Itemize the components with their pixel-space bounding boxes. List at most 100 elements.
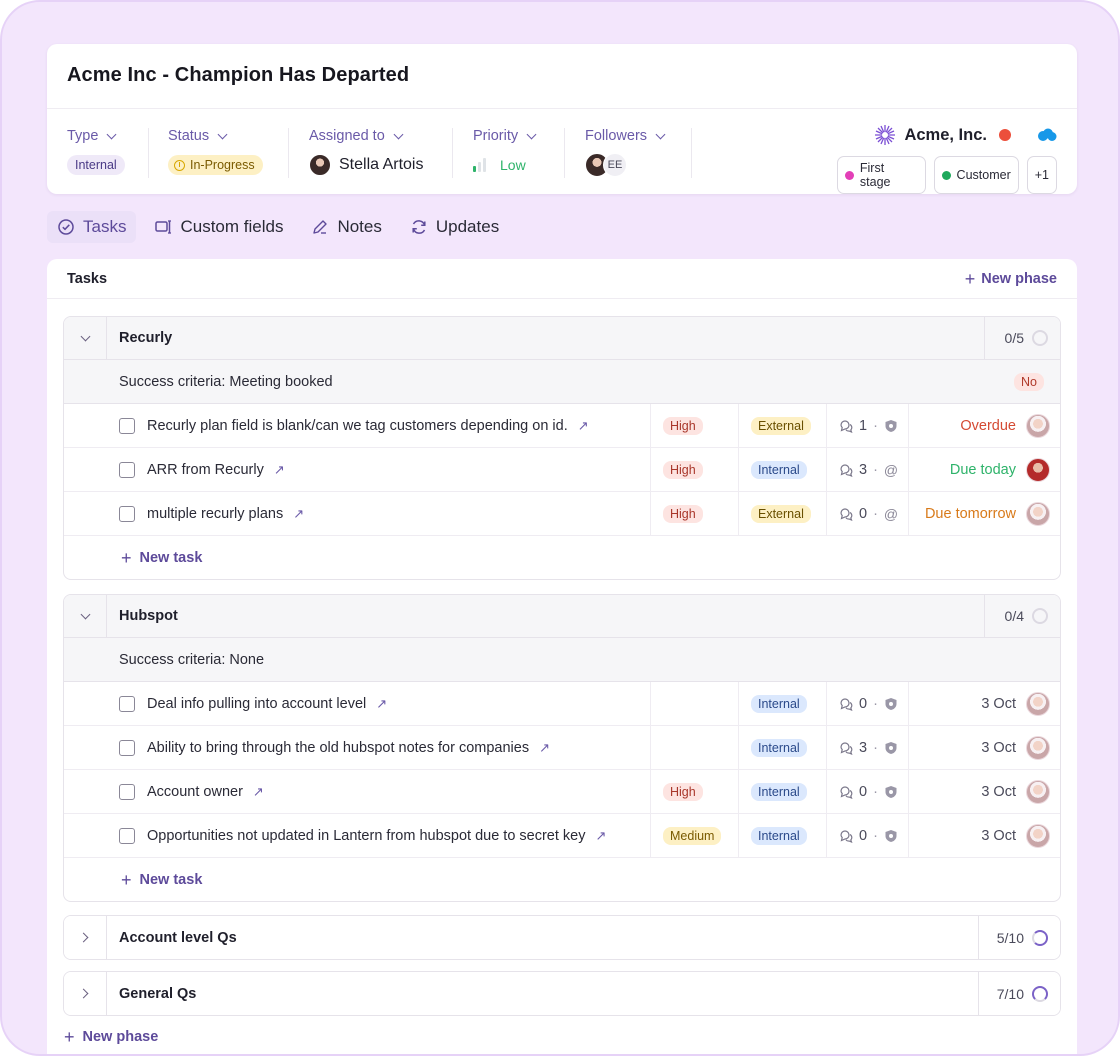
in-progress-icon — [174, 159, 185, 171]
priority-label[interactable]: Priority — [473, 128, 537, 144]
open-external-icon[interactable]: ↗ — [293, 505, 305, 521]
tab-tasks[interactable]: Tasks — [47, 211, 137, 243]
task-assignee-avatar[interactable] — [1026, 502, 1050, 526]
task-row[interactable]: Opportunities not updated in Lantern fro… — [64, 814, 1060, 858]
new-phase-button[interactable]: + New phase — [964, 268, 1057, 289]
task-row[interactable]: Deal info pulling into account level ↗ In… — [64, 682, 1060, 726]
shield-icon — [885, 786, 897, 798]
priority-badge[interactable]: High — [663, 417, 703, 435]
task-row[interactable]: Recurly plan field is blank/can we tag c… — [64, 404, 1060, 448]
priority-badge[interactable]: High — [663, 505, 703, 523]
due-date[interactable]: Overdue — [960, 418, 1016, 434]
due-date[interactable]: 3 Oct — [981, 784, 1016, 800]
comment-count: 1 — [859, 418, 868, 434]
priority-badge[interactable]: Medium — [663, 827, 722, 845]
new-task-button[interactable]: + New task — [121, 547, 203, 568]
task-assignee-avatar[interactable] — [1026, 824, 1050, 848]
at-icon: @ — [883, 506, 899, 522]
open-external-icon[interactable]: ↗ — [273, 461, 285, 477]
open-external-icon[interactable]: ↗ — [539, 739, 550, 755]
task-assignee-avatar[interactable] — [1026, 458, 1050, 482]
task-row[interactable]: ARR from Recurly ↗ High Internal 3 · @ Due… — [64, 448, 1060, 492]
assigned-field[interactable]: Assigned to Stella Artois — [309, 128, 423, 176]
tab-updates[interactable]: Updates — [400, 211, 509, 243]
due-date[interactable]: Due tomorrow — [924, 506, 1016, 522]
task-title[interactable]: ARR from Recurly — [147, 461, 264, 478]
panel-title: Tasks — [67, 270, 108, 287]
task-checkbox[interactable] — [119, 461, 135, 478]
tab-notes[interactable]: Notes — [301, 211, 391, 243]
tag-more[interactable]: +1 — [1026, 156, 1057, 194]
collapse-toggle[interactable] — [64, 317, 107, 360]
visibility-badge[interactable]: External — [751, 417, 811, 435]
task-checkbox[interactable] — [119, 505, 135, 522]
tag-first-stage[interactable]: First stage — [837, 156, 926, 194]
chevron-down-icon — [80, 609, 90, 619]
progress-ring-icon — [1032, 929, 1048, 946]
field-divider — [564, 128, 565, 178]
priority-field[interactable]: Priority Low — [473, 128, 537, 176]
due-date[interactable]: 3 Oct — [981, 828, 1016, 844]
type-field[interactable]: Type Internal — [67, 128, 125, 176]
new-task-button[interactable]: + New task — [121, 869, 203, 890]
task-row[interactable]: Account owner ↗ High Internal 0 · 3 Oct — [64, 770, 1060, 814]
comments-icon — [840, 786, 853, 799]
visibility-badge[interactable]: Internal — [751, 695, 807, 713]
task-title[interactable]: multiple recurly plans — [147, 505, 284, 522]
assignee-name: Stella Artois — [339, 156, 424, 173]
task-title[interactable]: Ability to bring through the old hubspot… — [147, 739, 530, 756]
type-label[interactable]: Type — [67, 128, 125, 144]
visibility-badge[interactable]: Internal — [751, 739, 807, 757]
task-checkbox[interactable] — [119, 739, 135, 756]
chevron-down-icon — [106, 129, 117, 139]
status-field[interactable]: Status In-Progress — [168, 128, 263, 176]
progress-ring-icon — [1032, 985, 1048, 1002]
task-checkbox[interactable] — [119, 417, 135, 434]
due-date[interactable]: 3 Oct — [981, 696, 1016, 712]
priority-cell-empty[interactable] — [650, 726, 738, 770]
due-date[interactable]: Due today — [949, 462, 1016, 478]
collapse-toggle[interactable] — [64, 595, 107, 638]
task-assignee-avatar[interactable] — [1026, 414, 1050, 438]
open-external-icon[interactable]: ↗ — [252, 783, 264, 799]
task-checkbox[interactable] — [119, 827, 135, 844]
priority-bars-icon — [473, 158, 486, 172]
followers-field[interactable]: Followers EE — [585, 128, 666, 177]
phase-account-level-qs: Account level Qs 5/10 — [63, 915, 1061, 960]
task-title[interactable]: Account owner — [147, 783, 243, 800]
open-external-icon[interactable]: ↗ — [577, 417, 589, 433]
priority-badge[interactable]: High — [663, 783, 703, 801]
phase-progress: 5/10 — [978, 916, 1060, 959]
task-title[interactable]: Recurly plan field is blank/can we tag c… — [147, 417, 568, 434]
task-checkbox[interactable] — [119, 695, 135, 712]
visibility-badge[interactable]: Internal — [751, 783, 807, 801]
priority-cell-empty[interactable] — [650, 682, 738, 726]
assigned-label[interactable]: Assigned to — [309, 128, 423, 144]
type-badge: Internal — [67, 155, 125, 175]
task-assignee-avatar[interactable] — [1026, 780, 1050, 804]
tag-dot — [845, 170, 854, 180]
tag-customer[interactable]: Customer — [933, 156, 1019, 194]
task-assignee-avatar[interactable] — [1026, 692, 1050, 716]
task-title[interactable]: Deal info pulling into account level — [147, 695, 367, 712]
task-row[interactable]: multiple recurly plans ↗ High External 0 ·… — [64, 492, 1060, 536]
task-checkbox[interactable] — [119, 783, 135, 800]
salesforce-icon[interactable] — [1037, 128, 1057, 142]
plus-icon: + — [121, 869, 132, 890]
expand-toggle[interactable] — [64, 916, 107, 959]
task-row[interactable]: Ability to bring through the old hubspot… — [64, 726, 1060, 770]
visibility-badge[interactable]: Internal — [751, 461, 807, 479]
open-external-icon[interactable]: ↗ — [376, 695, 388, 711]
new-phase-bottom-button[interactable]: + New phase — [64, 1027, 159, 1047]
due-date[interactable]: 3 Oct — [981, 740, 1016, 756]
followers-label[interactable]: Followers — [585, 128, 666, 144]
tab-custom-fields[interactable]: Custom fields — [144, 211, 293, 243]
visibility-badge[interactable]: External — [751, 505, 811, 523]
open-external-icon[interactable]: ↗ — [595, 827, 607, 843]
task-assignee-avatar[interactable] — [1026, 736, 1050, 760]
priority-badge[interactable]: High — [663, 461, 703, 479]
visibility-badge[interactable]: Internal — [751, 827, 807, 845]
expand-toggle[interactable] — [64, 972, 107, 1015]
status-label[interactable]: Status — [168, 128, 263, 144]
task-title[interactable]: Opportunities not updated in Lantern fro… — [147, 827, 586, 844]
